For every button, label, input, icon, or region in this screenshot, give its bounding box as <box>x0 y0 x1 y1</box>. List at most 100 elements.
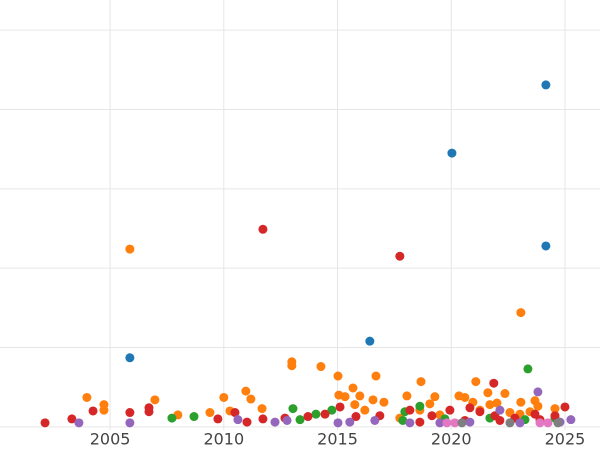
point <box>345 417 355 427</box>
point <box>327 405 337 415</box>
point <box>415 401 425 411</box>
point <box>320 409 330 419</box>
point <box>445 405 455 415</box>
point <box>535 418 545 428</box>
x-tick-label: 2015 <box>317 430 358 449</box>
point <box>505 418 515 428</box>
point <box>457 418 467 428</box>
point <box>125 244 135 254</box>
x-tick-label: 2025 <box>545 430 586 449</box>
point <box>288 404 298 414</box>
point <box>541 80 551 90</box>
point <box>541 241 551 251</box>
point <box>495 415 505 425</box>
point <box>246 394 256 404</box>
point <box>144 407 154 417</box>
point <box>233 415 243 425</box>
point <box>316 362 326 372</box>
point <box>241 386 251 396</box>
point <box>516 308 526 318</box>
point <box>523 364 533 374</box>
x-tick-label: 2020 <box>431 430 472 449</box>
point <box>460 392 470 402</box>
point <box>350 400 360 410</box>
x-tick-label: 2010 <box>203 430 244 449</box>
point <box>219 392 229 402</box>
point <box>189 412 199 422</box>
point <box>516 397 526 407</box>
point <box>560 402 570 412</box>
point <box>287 361 297 371</box>
point <box>471 377 481 387</box>
point <box>553 418 563 428</box>
point <box>230 408 240 418</box>
point <box>270 417 280 427</box>
point <box>40 418 50 428</box>
point <box>427 411 437 421</box>
point <box>355 391 365 401</box>
point <box>435 418 445 428</box>
point <box>543 418 553 428</box>
point <box>495 405 505 415</box>
point <box>333 371 343 381</box>
point <box>483 388 493 398</box>
point <box>533 401 543 411</box>
point <box>485 400 495 410</box>
point <box>550 404 560 414</box>
point <box>258 224 268 234</box>
point <box>395 251 405 261</box>
point <box>371 371 381 381</box>
point <box>415 417 425 427</box>
point <box>67 414 77 424</box>
point <box>99 405 109 415</box>
point <box>340 392 350 402</box>
point <box>311 409 321 419</box>
point <box>425 399 435 409</box>
point <box>125 353 135 363</box>
point <box>379 397 389 407</box>
point <box>450 418 460 428</box>
point <box>333 418 343 428</box>
point <box>125 408 135 418</box>
point <box>167 413 177 423</box>
point <box>447 148 457 158</box>
point <box>360 405 370 415</box>
point <box>303 412 313 422</box>
point <box>82 392 92 402</box>
point <box>365 336 375 346</box>
point <box>368 395 378 405</box>
point <box>489 378 499 388</box>
point <box>295 415 305 425</box>
point <box>566 415 576 425</box>
point <box>550 411 560 421</box>
point <box>282 415 292 425</box>
point <box>500 389 510 399</box>
point <box>125 418 135 428</box>
point <box>465 417 475 427</box>
point <box>442 418 452 428</box>
point <box>257 404 267 414</box>
point <box>398 415 408 425</box>
point <box>205 408 215 418</box>
point <box>370 415 380 425</box>
point <box>351 412 361 422</box>
point <box>258 414 268 424</box>
point <box>465 403 475 413</box>
point <box>213 414 223 424</box>
point <box>74 418 84 428</box>
point <box>335 402 345 412</box>
point <box>533 387 543 397</box>
point <box>402 391 412 401</box>
point <box>416 377 426 387</box>
point <box>242 417 252 427</box>
point <box>515 418 525 428</box>
point <box>88 406 98 416</box>
x-tick-label: 2005 <box>90 430 131 449</box>
point <box>150 395 160 405</box>
point <box>348 383 358 393</box>
point <box>492 398 502 408</box>
point <box>475 407 485 417</box>
point <box>405 418 415 428</box>
point <box>430 392 440 402</box>
